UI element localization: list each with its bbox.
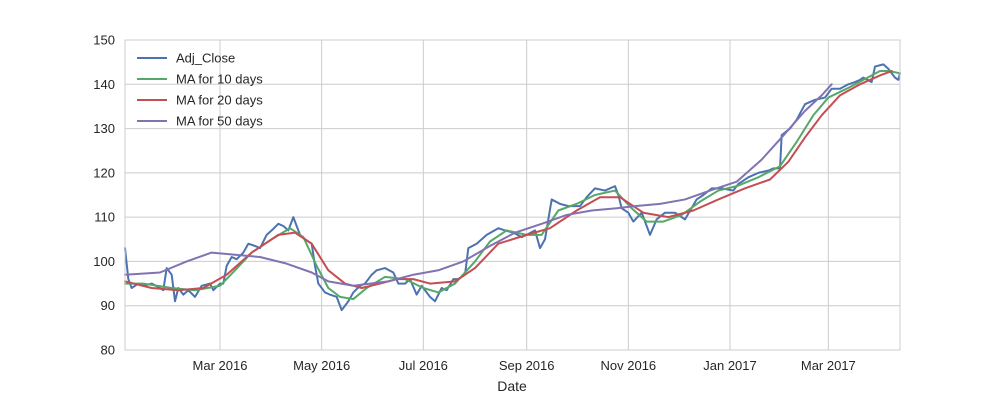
x-tick-labels: Mar 2016 May 2016 Jul 2016 Sep 2016 Nov 2016… <box>193 358 856 373</box>
y-tick-label: 130 <box>93 121 115 136</box>
x-tick-label: Mar 2017 <box>801 358 856 373</box>
x-tick-label: Mar 2016 <box>193 358 248 373</box>
legend-label-ma-for-20-days: MA for 20 days <box>176 93 263 108</box>
y-tick-label: 150 <box>93 33 115 48</box>
x-tick-label: Jul 2016 <box>399 358 448 373</box>
x-tick-label: Nov 2016 <box>601 358 657 373</box>
legend-label-adj-close: Adj_Close <box>176 51 235 66</box>
plot-area <box>125 40 900 350</box>
x-tick-label: Jan 2017 <box>703 358 757 373</box>
y-tick-label: 80 <box>101 343 115 358</box>
y-tick-label: 140 <box>93 77 115 92</box>
legend-label-ma-for-10-days: MA for 10 days <box>176 72 263 87</box>
legend: Adj_Close MA for 10 days MA for 20 days MA … <box>137 51 263 129</box>
plot-frame <box>124 39 901 351</box>
x-axis-title: Date <box>497 378 527 394</box>
y-tick-label: 90 <box>101 298 115 313</box>
x-tick-label: May 2016 <box>293 358 350 373</box>
series-line-ma-for-20-days <box>124 70 893 292</box>
y-tick-label: 100 <box>93 254 115 269</box>
series-lines <box>124 63 901 312</box>
y-tick-labels: 80 90 100 110 120 130 140 150 <box>93 33 115 358</box>
legend-label-ma-for-50-days: MA for 50 days <box>176 114 263 129</box>
y-tick-label: 110 <box>94 210 115 225</box>
x-tick-label: Sep 2016 <box>499 358 555 373</box>
series-line-ma-for-50-days <box>124 83 833 287</box>
y-tick-label: 120 <box>93 165 115 180</box>
